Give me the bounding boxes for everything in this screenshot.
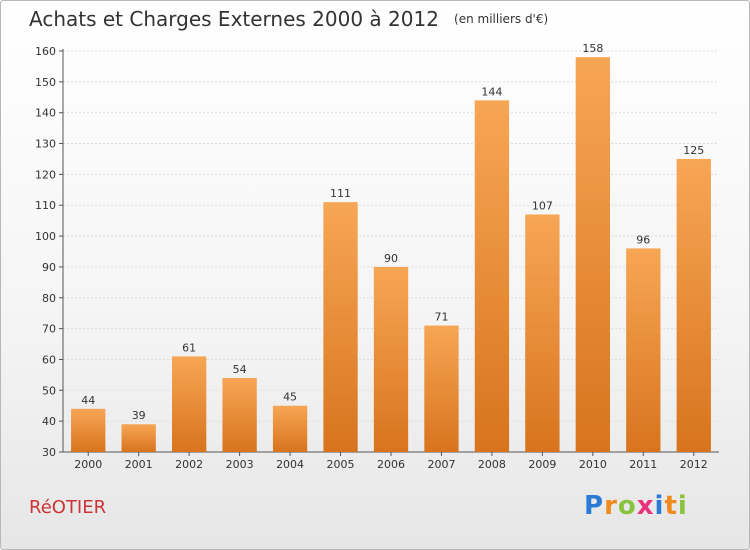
y-tick-label: 160 bbox=[35, 45, 56, 58]
y-tick-label: 100 bbox=[35, 230, 56, 243]
x-tick-label: 2008 bbox=[478, 458, 506, 471]
x-tick-label: 2003 bbox=[226, 458, 254, 471]
data-label: 71 bbox=[434, 311, 448, 324]
x-tick-label: 2009 bbox=[528, 458, 556, 471]
y-tick-label: 30 bbox=[42, 446, 56, 459]
bar bbox=[222, 377, 257, 452]
logo-letter: i bbox=[677, 491, 688, 521]
y-tick-label: 110 bbox=[35, 199, 56, 212]
bar bbox=[171, 356, 207, 452]
logo-letter: o bbox=[617, 491, 637, 521]
x-tick-label: 2006 bbox=[377, 458, 405, 471]
x-tick-label: 2011 bbox=[629, 458, 657, 471]
x-tick-label: 2007 bbox=[427, 458, 455, 471]
x-tick-label: 2010 bbox=[579, 458, 607, 471]
y-tick-label: 60 bbox=[42, 353, 56, 366]
bar bbox=[424, 325, 459, 452]
y-tick-label: 130 bbox=[35, 138, 56, 151]
data-label: 61 bbox=[182, 341, 196, 354]
labels: 30 40 50 60 70 80 90 100 110 120 130 140 150 160 44 200… bbox=[35, 42, 708, 471]
data-label: 107 bbox=[532, 199, 553, 212]
bar bbox=[71, 408, 106, 452]
data-label: 111 bbox=[330, 187, 351, 200]
data-label: 96 bbox=[636, 233, 650, 246]
data-label: 158 bbox=[582, 42, 603, 55]
bars bbox=[71, 57, 711, 453]
town-name: RéOTIER bbox=[29, 497, 107, 518]
bar bbox=[121, 424, 156, 452]
x-tick-label: 2002 bbox=[175, 458, 203, 471]
logo-letter: i bbox=[654, 491, 665, 521]
logo-letter: r bbox=[604, 491, 618, 521]
chart-unit: (en milliers d'€) bbox=[454, 12, 549, 26]
logo-letter: t bbox=[664, 491, 678, 521]
chart-title-block: Achats et Charges Externes 2000 à 2012 (… bbox=[29, 7, 548, 31]
x-tick-label: 2001 bbox=[125, 458, 153, 471]
y-tick-label: 140 bbox=[35, 107, 56, 120]
data-label: 44 bbox=[81, 394, 95, 407]
y-tick-label: 120 bbox=[35, 168, 56, 181]
chart-title: Achats et Charges Externes 2000 à 2012 bbox=[29, 7, 439, 31]
logo-letter: x bbox=[636, 491, 655, 521]
data-label: 144 bbox=[481, 85, 502, 98]
y-tick-label: 90 bbox=[42, 261, 56, 274]
data-label: 54 bbox=[233, 363, 247, 376]
bar bbox=[373, 266, 409, 452]
bar bbox=[626, 248, 661, 452]
bar bbox=[323, 202, 358, 452]
x-tick-label: 2005 bbox=[327, 458, 355, 471]
y-tick-label: 80 bbox=[42, 292, 56, 305]
x-tick-label: 2000 bbox=[74, 458, 102, 471]
bar bbox=[676, 158, 711, 452]
bar bbox=[525, 214, 560, 452]
proxiti-logo: Proxiti bbox=[584, 491, 688, 521]
logo-letter: P bbox=[584, 491, 605, 521]
bar bbox=[474, 100, 510, 452]
data-label: 125 bbox=[683, 144, 704, 157]
y-tick-label: 150 bbox=[35, 76, 56, 89]
y-tick-label: 70 bbox=[42, 323, 56, 336]
data-label: 45 bbox=[283, 391, 297, 404]
x-tick-label: 2004 bbox=[276, 458, 304, 471]
bar bbox=[272, 405, 308, 452]
y-tick-label: 50 bbox=[42, 384, 56, 397]
bar bbox=[575, 57, 611, 453]
x-tick-label: 2012 bbox=[680, 458, 708, 471]
y-tick-label: 40 bbox=[42, 415, 56, 428]
data-label: 90 bbox=[384, 252, 398, 265]
data-label: 39 bbox=[132, 409, 146, 422]
